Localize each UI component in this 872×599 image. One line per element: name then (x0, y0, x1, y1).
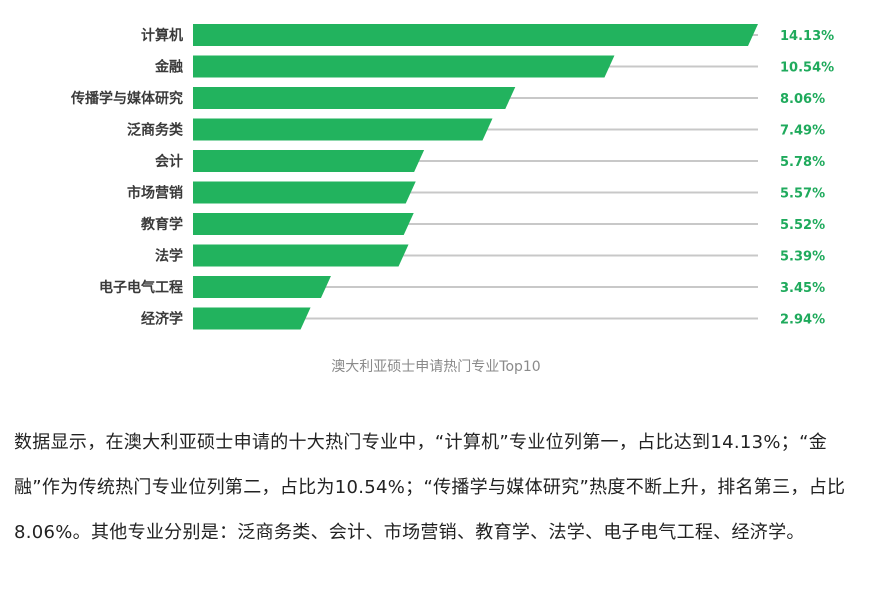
category-label: 电子电气工程 (99, 279, 183, 296)
category-label: 传播学与媒体研究 (70, 90, 183, 107)
bar-3 (193, 87, 516, 109)
bar-chart: 计算机 14.13% 金融 10.54% 传播学与媒体研究 8.06% 泛商务类 7.49% 会… (70, 24, 834, 330)
category-label: 会计 (155, 153, 183, 170)
value-label: 5.57% (780, 187, 825, 202)
value-label: 2.94% (780, 313, 825, 328)
value-label: 5.78% (780, 155, 825, 170)
bar-6 (193, 181, 416, 204)
chart-caption: 澳大利亚硕士申请热门专业Top10 (331, 359, 541, 375)
bar-10 (193, 307, 311, 330)
bar-2 (193, 55, 615, 78)
bar-9 (193, 276, 331, 298)
value-label: 5.52% (780, 218, 825, 233)
bar-5 (193, 150, 425, 172)
category-label: 泛商务类 (127, 122, 184, 139)
category-label: 计算机 (141, 27, 183, 44)
category-label: 法学 (155, 248, 183, 265)
bar-4 (193, 118, 493, 141)
category-label: 市场营销 (127, 185, 183, 202)
category-label: 金融 (154, 59, 183, 76)
value-label: 14.13% (780, 29, 834, 44)
category-label: 教育学 (141, 216, 183, 233)
value-label: 8.06% (780, 92, 825, 107)
chart-svg: 计算机 14.13% 金融 10.54% 传播学与媒体研究 8.06% 泛商务类 7.49% 会… (70, 24, 834, 330)
value-label: 7.49% (780, 124, 825, 139)
bar-1 (193, 24, 758, 46)
bar-7 (193, 213, 414, 235)
value-label: 10.54% (780, 61, 834, 76)
category-label: 经济学 (141, 311, 183, 328)
value-label: 3.45% (780, 281, 825, 296)
value-label: 5.39% (780, 250, 825, 265)
article-paragraph: 数据显示，在澳大利亚硕士申请的十大热门专业中，“计算机”专业位列第一，占比达到1… (14, 432, 846, 543)
bar-8 (193, 244, 409, 267)
